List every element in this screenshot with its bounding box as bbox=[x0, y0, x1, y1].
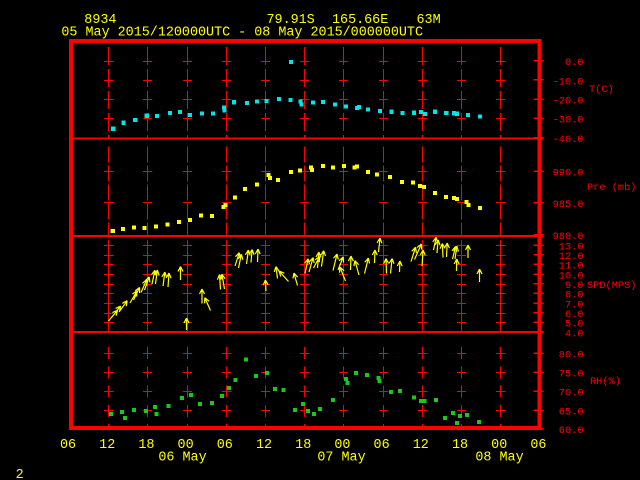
svg-text:10.0: 10.0 bbox=[559, 270, 584, 282]
svg-text:06: 06 bbox=[374, 438, 390, 453]
svg-text:06: 06 bbox=[217, 438, 233, 453]
svg-text:9.0: 9.0 bbox=[565, 280, 584, 292]
svg-text:70.0: 70.0 bbox=[559, 388, 584, 400]
svg-text:12: 12 bbox=[413, 438, 429, 453]
svg-text:12: 12 bbox=[256, 438, 272, 453]
svg-text:2: 2 bbox=[16, 468, 24, 480]
svg-text:-10.0: -10.0 bbox=[553, 76, 584, 88]
svg-text:79.91S: 79.91S bbox=[267, 13, 315, 28]
svg-text:4.0: 4.0 bbox=[565, 328, 584, 340]
svg-text:0.0: 0.0 bbox=[565, 57, 584, 69]
svg-text:Pre (mb): Pre (mb) bbox=[587, 182, 636, 194]
svg-text:75.0: 75.0 bbox=[559, 368, 584, 380]
svg-text:T(C): T(C) bbox=[589, 84, 614, 96]
svg-text:8.0: 8.0 bbox=[565, 290, 584, 302]
svg-text:SPD(MPS): SPD(MPS) bbox=[587, 280, 636, 292]
svg-text:12: 12 bbox=[99, 438, 115, 453]
svg-text:08 May: 08 May bbox=[475, 450, 523, 465]
svg-text:06: 06 bbox=[60, 438, 76, 453]
svg-text:07 May: 07 May bbox=[317, 450, 365, 465]
svg-text:00: 00 bbox=[178, 438, 194, 453]
svg-text:00: 00 bbox=[491, 438, 507, 453]
svg-text:165.66E: 165.66E bbox=[332, 13, 388, 28]
svg-text:980.0: 980.0 bbox=[553, 231, 584, 243]
svg-text:00: 00 bbox=[334, 438, 350, 453]
svg-text:6.0: 6.0 bbox=[565, 309, 584, 321]
svg-text:8934: 8934 bbox=[84, 13, 116, 28]
svg-text:06: 06 bbox=[530, 438, 546, 453]
svg-text:06 May: 06 May bbox=[158, 450, 206, 465]
svg-text:65.0: 65.0 bbox=[559, 407, 584, 419]
svg-text:18: 18 bbox=[295, 438, 311, 453]
svg-text:18: 18 bbox=[452, 438, 468, 453]
svg-text:7.0: 7.0 bbox=[565, 299, 584, 311]
svg-text:-20.0: -20.0 bbox=[553, 96, 584, 108]
svg-text:63M: 63M bbox=[417, 13, 441, 28]
svg-text:11.0: 11.0 bbox=[559, 261, 584, 273]
svg-text:-30.0: -30.0 bbox=[553, 115, 584, 127]
svg-text:990.0: 990.0 bbox=[553, 167, 584, 179]
svg-text:-40.0: -40.0 bbox=[553, 134, 584, 146]
svg-text:5.0: 5.0 bbox=[565, 319, 584, 331]
svg-text:80.0: 80.0 bbox=[559, 349, 584, 361]
svg-text:RH(%): RH(%) bbox=[590, 376, 621, 388]
svg-text:05 May 2015/120000UTC - 08 May: 05 May 2015/120000UTC - 08 May 2015/0000… bbox=[61, 26, 423, 41]
svg-text:60.0: 60.0 bbox=[559, 425, 584, 437]
svg-text:13.0: 13.0 bbox=[559, 241, 584, 253]
svg-text:985.0: 985.0 bbox=[553, 199, 584, 211]
svg-text:12.0: 12.0 bbox=[559, 251, 584, 263]
svg-text:18: 18 bbox=[138, 438, 154, 453]
